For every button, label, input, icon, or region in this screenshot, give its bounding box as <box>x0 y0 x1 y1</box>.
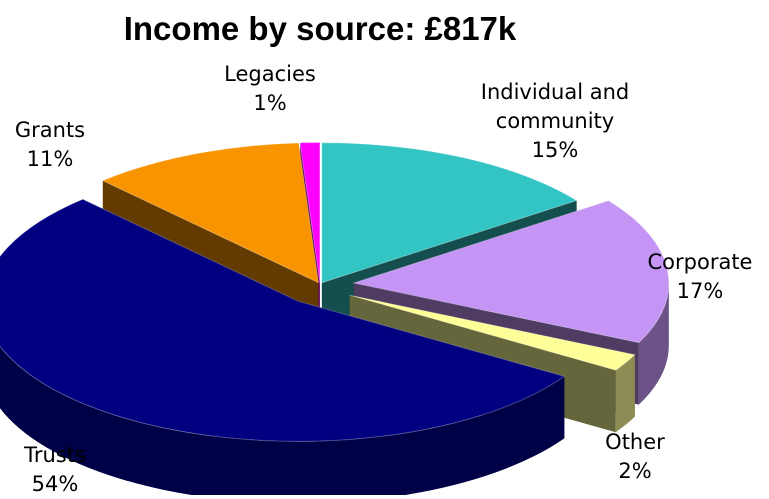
slice-side-trusts-0 <box>0 346 565 495</box>
slice-grants <box>101 142 320 284</box>
slice-trusts <box>0 198 566 442</box>
label-trusts: Trusts 54% <box>24 443 86 496</box>
slice-side-corporate-0 <box>638 283 669 405</box>
slice-individual-and-community <box>321 142 578 284</box>
label-grants: Grants 11% <box>14 118 86 171</box>
label-individual-and-community: Individual and community 15% <box>480 80 630 162</box>
slice-side-other-0 <box>615 354 635 433</box>
label-corporate: Corporate 17% <box>647 250 753 303</box>
slice-other <box>349 294 636 371</box>
chart-title: Income by source: £817k <box>123 10 517 47</box>
slice-corporate <box>351 200 670 344</box>
label-legacies: Legacies 1% <box>224 62 316 115</box>
slice-legacies <box>299 142 321 283</box>
pie-tops <box>0 142 670 442</box>
label-other: Other 2% <box>605 430 665 483</box>
